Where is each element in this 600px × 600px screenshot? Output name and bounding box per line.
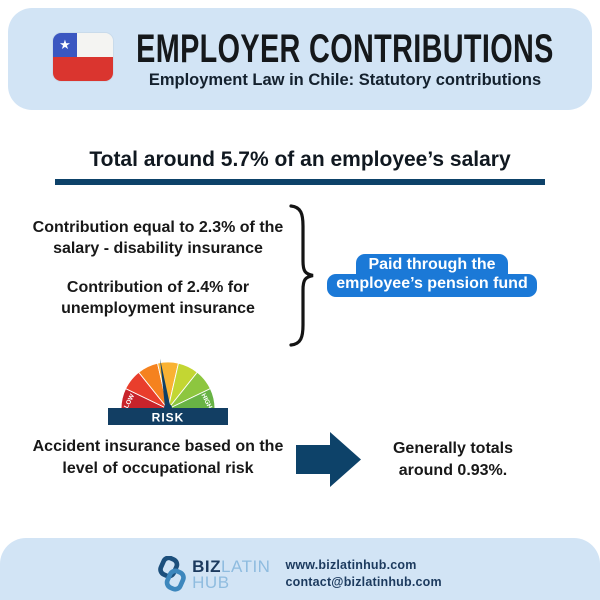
gauge-label-medium: MEDIUM [155, 354, 180, 363]
risk-bar-label: RISK [152, 411, 185, 425]
chile-flag-star: ★ [53, 33, 77, 57]
heading-underline [55, 179, 545, 185]
pension-fund-badge-line1: Paid through the [356, 254, 508, 275]
email-link[interactable]: contact@bizlatinhub.com [285, 575, 442, 589]
page-title: EMPLOYER CONTRIBUTIONS [136, 26, 554, 71]
bizlatinhub-logo: BIZLATIN HUB [158, 556, 270, 592]
logo-hub: HUB [192, 572, 230, 592]
header-panel: ★ EMPLOYER CONTRIBUTIONS Employment Law … [8, 8, 592, 110]
contribution-item-disability: Contribution equal to 2.3% of the salary… [32, 219, 284, 257]
pension-fund-badge: Paid through the employee’s pension fund [327, 254, 537, 297]
result-line1: Generally totals [392, 440, 514, 457]
chile-flag-white [77, 33, 113, 57]
footer-panel: BIZLATIN HUB www.bizlatinhub.com contact… [0, 538, 600, 600]
header-title-wrap: EMPLOYER CONTRIBUTIONS [118, 26, 572, 72]
result-line2: around 0.93%. [398, 461, 508, 479]
accident-insurance-caption: Accident insurance based on the level of… [32, 438, 284, 477]
curly-brace-icon [289, 204, 314, 347]
accident-insurance-result: Generally totals around 0.93%. [373, 438, 533, 481]
chile-flag-top: ★ [53, 33, 113, 57]
logo-latin: LATIN [221, 556, 271, 576]
right-arrow-icon [296, 432, 361, 487]
gauge-needle [160, 358, 171, 410]
summary-heading: Total around 5.7% of an employee’s salar… [89, 148, 511, 171]
chile-flag-icon: ★ [53, 33, 113, 81]
contribution-item-unemployment: Contribution of 2.4% for unemployment in… [61, 279, 255, 317]
bizlatinhub-logo-icon [158, 556, 186, 592]
logo-biz: BIZ [192, 556, 222, 576]
footer-contact: www.bizlatinhub.com contact@bizlatinhub.… [285, 557, 441, 591]
risk-bar [108, 408, 228, 425]
bizlatinhub-logo-text: BIZLATIN HUB [192, 556, 271, 592]
risk-gauge-segments [120, 361, 216, 410]
pension-fund-badge-line2: employee’s pension fund [327, 274, 537, 297]
risk-gauge: LOW MEDIUM HIGH RISK [108, 354, 228, 425]
page-subtitle: Employment Law in Chile: Statutory contr… [148, 71, 542, 89]
chile-flag-red [53, 57, 113, 81]
website-link[interactable]: www.bizlatinhub.com [285, 558, 417, 572]
